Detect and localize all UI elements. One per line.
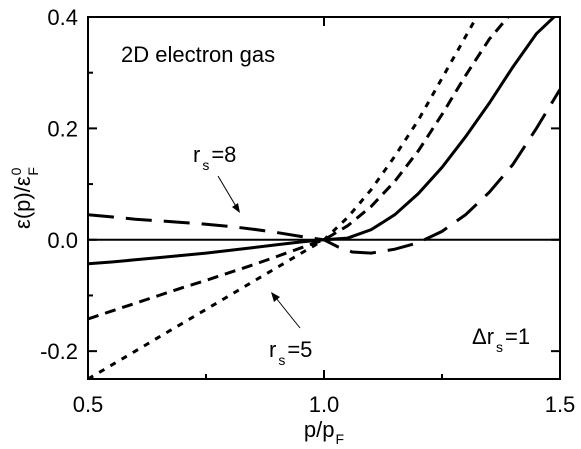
tick-layer: 0.5 1.0 1.5 -0.2 0.0 0.2 0.4 [40,5,575,417]
y-axis-title: ε(p)/ε0F [8,167,41,229]
annotation-rs5-sub: s [278,352,285,368]
y-axis-title-main: ε(p)/ε [10,176,35,229]
y-tick-label: 0.0 [47,228,78,253]
annotation-rs8: r s=8 [193,142,236,173]
series-line-3 [88,17,511,321]
annotation-rs8-tail: =8 [211,142,236,167]
x-tick-label: 0.5 [73,392,104,417]
annotation-rs8-arrow [217,175,238,209]
chart-title: 2D electron gas [121,42,275,67]
y-axis-title-sub: F [25,167,41,176]
annotation-delta-tail: =1 [505,324,530,349]
annotation-rs5-arrow [275,297,301,329]
annotation-delta-main: Δr [472,324,494,349]
x-tick-label: 1.5 [545,392,576,417]
annotation-rs8-main: r [193,142,200,167]
annotation-rs8-arrowhead [232,203,240,213]
annotation-rs5-arrowhead [271,292,280,302]
annotation-rs5-tail: =5 [287,337,312,362]
y-tick-label: 0.4 [47,5,78,30]
x-axis-title-main: p/p [304,417,335,442]
y-axis-title-sup: 0 [8,167,24,175]
annotation-rs5: r s=5 [269,337,312,368]
annotation-rs8-sub: s [202,157,209,173]
annotation-delta-sub: s [496,339,503,355]
x-axis-title: p/pF [304,417,344,447]
x-axis-title-sub: F [336,431,345,447]
annotation-delta-rs: Δr s=1 [472,324,530,355]
annotation-rs5-main: r [269,337,276,362]
y-tick-label: -0.2 [40,339,78,364]
y-tick-label: 0.2 [47,116,78,141]
series-line-1 [88,88,560,255]
x-tick-label: 1.0 [309,392,340,417]
